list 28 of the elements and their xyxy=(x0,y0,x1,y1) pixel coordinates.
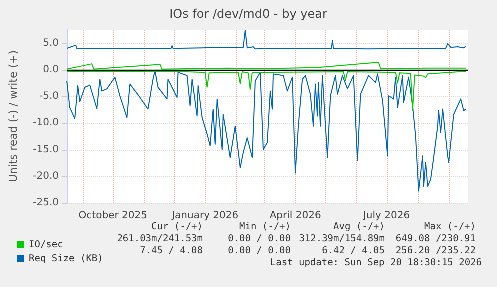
y-tick-label: -25.0 xyxy=(33,198,59,208)
text: Cur (-/+) xyxy=(152,222,204,232)
y-tick-label: -15.0 xyxy=(33,144,59,156)
text: Last update: Sun Sep 20 18:30:15 2026 xyxy=(270,258,482,268)
legend-label: IO/sec xyxy=(29,240,64,250)
x-tick-label: January 2026 xyxy=(171,210,239,222)
y-tick-label: -5.0 xyxy=(39,91,59,102)
y-tick-label: 5.0 xyxy=(43,38,59,49)
y-tick-label: -20.0 xyxy=(33,170,59,182)
text: 261.03m/241.53m xyxy=(117,234,204,244)
y-tick-label: 0.0 xyxy=(43,64,59,76)
text: 0.00 / 0.00 xyxy=(228,246,292,256)
text: 256.20 /235.22 xyxy=(396,246,476,256)
text: 649.08 /230.91 xyxy=(396,234,476,244)
text: 0.00 / 0.00 xyxy=(228,234,292,244)
legend-label: Req Size (KB) xyxy=(29,254,104,264)
text: 6.42 / 4.05 xyxy=(322,246,386,256)
x-tick-label: October 2025 xyxy=(78,210,148,222)
y-tick-label: -10.0 xyxy=(33,118,59,129)
x-tick-label: April 2026 xyxy=(270,210,322,222)
chart-title: IOs for /dev/md0 - by year xyxy=(170,7,328,21)
text: 312.39m/154.89m xyxy=(299,234,386,244)
y-axis-title: Units read (-) / write (+) xyxy=(7,50,20,183)
text: Min (-/+) xyxy=(240,222,292,232)
x-tick-label: July 2026 xyxy=(362,210,410,222)
text: 7.45 / 4.08 xyxy=(140,246,204,256)
text: Avg (-/+) xyxy=(334,222,386,232)
text: Max (-/+) xyxy=(424,222,476,232)
